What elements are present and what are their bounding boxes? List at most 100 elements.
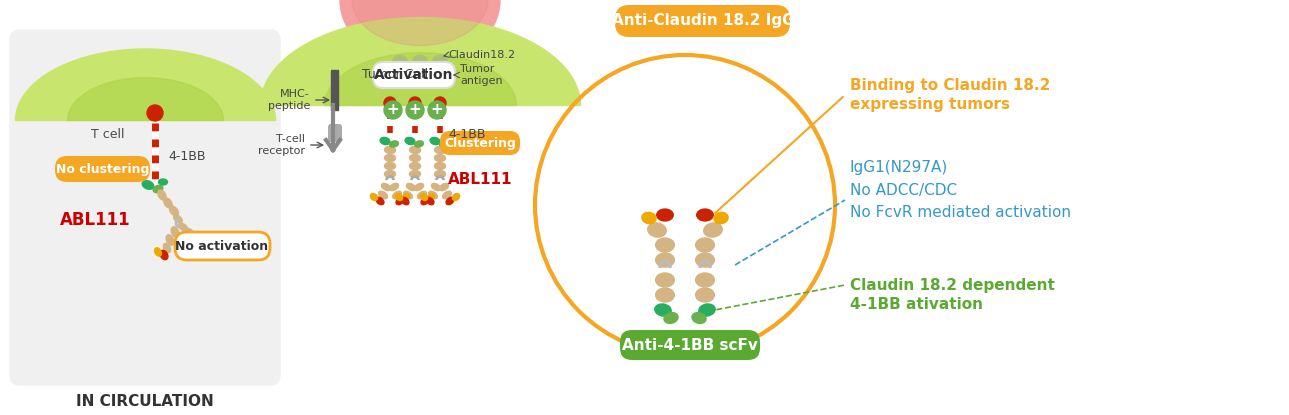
- Text: T-cell
receptor: T-cell receptor: [258, 134, 305, 156]
- Text: Clustering: Clustering: [445, 137, 516, 149]
- Ellipse shape: [428, 193, 434, 200]
- Ellipse shape: [433, 66, 447, 75]
- Ellipse shape: [422, 79, 428, 85]
- Ellipse shape: [696, 253, 714, 267]
- Text: T cell: T cell: [92, 129, 125, 142]
- Ellipse shape: [446, 197, 454, 205]
- Ellipse shape: [155, 248, 161, 256]
- Ellipse shape: [410, 146, 420, 154]
- Ellipse shape: [340, 0, 500, 65]
- Ellipse shape: [164, 198, 173, 208]
- Ellipse shape: [171, 227, 179, 237]
- Text: 4-1BB: 4-1BB: [168, 151, 205, 164]
- Text: MHC-
peptide: MHC- peptide: [268, 89, 309, 111]
- FancyBboxPatch shape: [327, 124, 342, 142]
- Ellipse shape: [415, 183, 424, 190]
- Ellipse shape: [655, 304, 672, 316]
- Ellipse shape: [418, 191, 427, 199]
- Ellipse shape: [434, 146, 446, 154]
- FancyBboxPatch shape: [440, 131, 519, 155]
- Text: Activation: Activation: [374, 68, 454, 82]
- Ellipse shape: [159, 179, 168, 185]
- Ellipse shape: [382, 183, 391, 190]
- Ellipse shape: [405, 137, 415, 144]
- Ellipse shape: [442, 191, 451, 199]
- Ellipse shape: [411, 77, 419, 83]
- Circle shape: [434, 97, 446, 109]
- Ellipse shape: [188, 236, 200, 244]
- Ellipse shape: [159, 190, 166, 200]
- Ellipse shape: [195, 250, 205, 258]
- FancyBboxPatch shape: [373, 62, 455, 88]
- Ellipse shape: [656, 238, 674, 252]
- Ellipse shape: [664, 312, 678, 323]
- Ellipse shape: [393, 56, 407, 64]
- FancyBboxPatch shape: [615, 5, 790, 37]
- Ellipse shape: [714, 212, 728, 224]
- Text: IN CIRCULATION: IN CIRCULATION: [76, 393, 214, 408]
- FancyBboxPatch shape: [55, 156, 150, 182]
- Ellipse shape: [389, 141, 398, 147]
- Ellipse shape: [352, 0, 489, 46]
- Ellipse shape: [410, 163, 420, 169]
- Ellipse shape: [370, 193, 378, 200]
- Ellipse shape: [379, 191, 388, 199]
- Ellipse shape: [656, 288, 674, 302]
- Text: +: +: [409, 103, 422, 117]
- Ellipse shape: [696, 273, 714, 287]
- Text: Binding to Claudin 18.2
expressing tumors: Binding to Claudin 18.2 expressing tumor…: [849, 78, 1051, 112]
- Text: No activation: No activation: [175, 239, 268, 252]
- Text: ABL111: ABL111: [449, 173, 513, 188]
- Ellipse shape: [403, 191, 412, 199]
- Ellipse shape: [402, 79, 409, 85]
- Ellipse shape: [442, 79, 449, 85]
- Ellipse shape: [657, 209, 673, 221]
- Ellipse shape: [393, 66, 407, 75]
- Circle shape: [428, 101, 446, 119]
- Text: ABL111: ABL111: [61, 211, 130, 229]
- Ellipse shape: [427, 197, 434, 205]
- Ellipse shape: [452, 193, 460, 200]
- Text: +: +: [431, 103, 443, 117]
- Ellipse shape: [440, 141, 449, 147]
- Ellipse shape: [142, 181, 153, 189]
- Ellipse shape: [412, 76, 427, 85]
- Text: Claudin18.2: Claudin18.2: [449, 50, 516, 60]
- Ellipse shape: [434, 171, 446, 178]
- Ellipse shape: [393, 191, 401, 199]
- Ellipse shape: [697, 209, 713, 221]
- Ellipse shape: [412, 66, 427, 75]
- Circle shape: [384, 101, 402, 119]
- Ellipse shape: [434, 154, 446, 161]
- Ellipse shape: [412, 56, 427, 64]
- Ellipse shape: [432, 183, 441, 190]
- Ellipse shape: [380, 137, 389, 144]
- Ellipse shape: [647, 223, 666, 237]
- Ellipse shape: [174, 215, 182, 223]
- Ellipse shape: [384, 154, 396, 161]
- Ellipse shape: [384, 163, 396, 169]
- Ellipse shape: [160, 250, 168, 260]
- Circle shape: [406, 101, 424, 119]
- Ellipse shape: [170, 206, 178, 216]
- Ellipse shape: [696, 238, 714, 252]
- Circle shape: [147, 105, 162, 121]
- Text: Anti-Claudin 18.2 IgG: Anti-Claudin 18.2 IgG: [612, 14, 794, 29]
- Text: +: +: [387, 103, 400, 117]
- Ellipse shape: [656, 253, 674, 267]
- Ellipse shape: [422, 197, 429, 205]
- Ellipse shape: [410, 154, 420, 161]
- Ellipse shape: [193, 245, 202, 251]
- Ellipse shape: [183, 228, 193, 236]
- Ellipse shape: [389, 183, 398, 190]
- Ellipse shape: [396, 197, 403, 205]
- Ellipse shape: [179, 223, 187, 231]
- Ellipse shape: [396, 193, 402, 200]
- Ellipse shape: [202, 247, 211, 253]
- Ellipse shape: [401, 197, 409, 205]
- Ellipse shape: [391, 77, 398, 83]
- Text: IgG1(N297A)
No ADCC/CDC
No FcvR mediated activation: IgG1(N297A) No ADCC/CDC No FcvR mediated…: [849, 160, 1071, 220]
- Ellipse shape: [642, 212, 656, 224]
- Ellipse shape: [410, 171, 420, 178]
- Ellipse shape: [440, 183, 449, 190]
